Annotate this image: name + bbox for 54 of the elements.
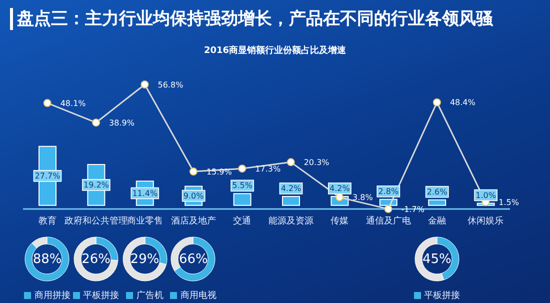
text: 26% [82,252,110,266]
x-tick-label: 传媒 [330,215,349,226]
chart-title: 盘点三：主力行业均保持强劲增长，产品在不同的行业各领风骚 [10,8,493,30]
legend-label: 广告机 [136,290,164,302]
data-label: -1.7% [401,204,425,214]
data-label: 1.5% [498,198,520,208]
data-label: 2.8% [378,186,399,196]
data-label: 4.2% [280,184,302,193]
data-label: 3.8% [352,193,374,202]
data-label: 20.3% [304,158,330,168]
text: 45% [421,250,452,268]
point [432,98,441,106]
x-tick-label: 酒店及地产 [170,215,216,226]
point [286,158,295,166]
point [43,99,52,108]
data-label: 5.5% [232,181,253,190]
x-tick-label: 金融 [428,215,446,226]
text: 66% [178,252,208,266]
donut-slice [74,236,118,282]
legend-label: 商用拼接 [34,290,70,302]
data-label: 19.2% [83,180,110,190]
x-tick-label: 政府和公共管理 [64,215,128,226]
point [189,168,198,176]
data-label: 11.4% [132,188,158,198]
bar [428,199,446,206]
data-label: 2.6% [426,187,448,196]
x-tick-label: 能源及资源 [268,215,314,226]
data-label: 4.2% [330,184,350,193]
x-tick-label: 通信及广电 [366,215,411,226]
data-label: 48.1% [60,98,86,108]
data-label: 38.9% [109,118,135,128]
donut-slice [122,236,166,282]
point [92,118,100,127]
legend-label: 平板拼接 [83,290,120,302]
legend-label: 平板拼接 [424,290,460,302]
data-label: 9.0% [183,191,204,200]
data-label: 56.8% [158,80,184,90]
x-tick-label: 交通 [233,215,252,226]
data-label: 27.7% [34,171,61,180]
donut-slice [25,236,70,282]
legend-label: 商用电视 [180,290,216,302]
text: 88% [32,252,62,266]
chart-subtitle: 2016商显销额行业份额占比及增速 [202,44,348,57]
text: 29% [130,252,160,266]
data-label: 48.4% [450,98,476,108]
data-label: 17.3% [255,164,281,174]
x-tick-label: 休闲娱乐 [468,215,504,226]
donut-slice [174,236,216,282]
point [384,205,392,213]
x-tick-label: 教育 [38,215,56,226]
point [238,164,246,173]
data-label: 1.0% [476,190,496,200]
point [140,80,149,89]
x-tick-label: 商业零售 [126,215,163,226]
